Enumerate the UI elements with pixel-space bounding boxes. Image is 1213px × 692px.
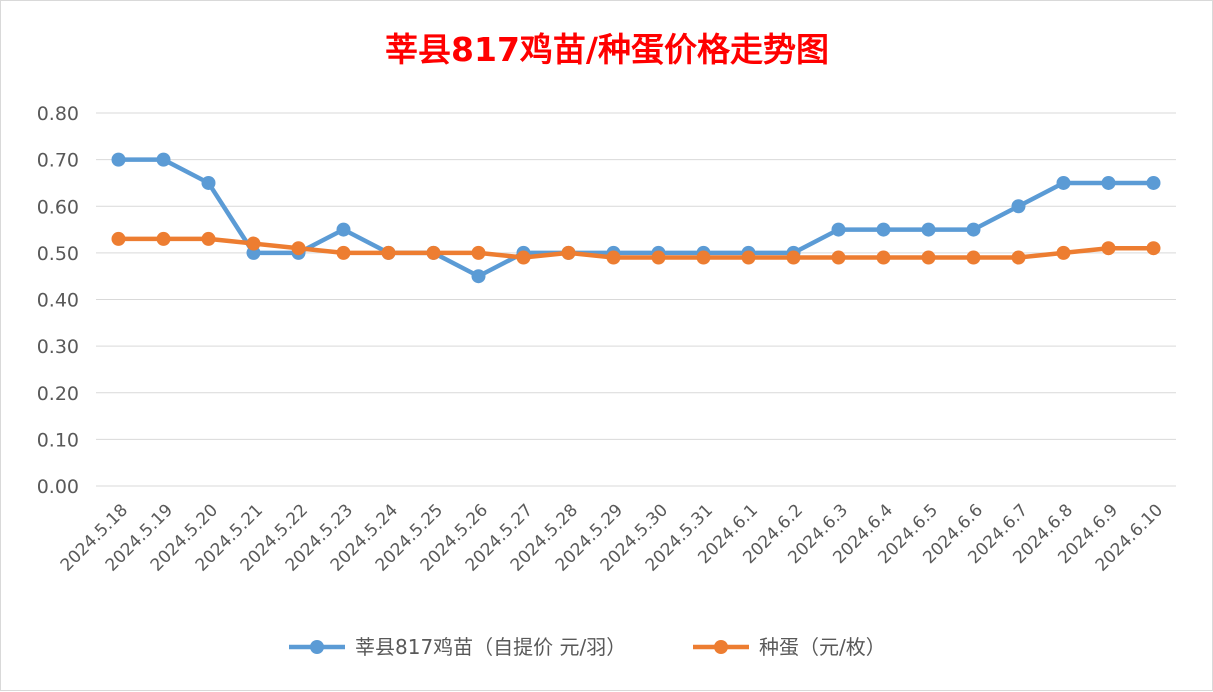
data-point[interactable] bbox=[336, 245, 351, 260]
data-point[interactable] bbox=[426, 245, 441, 260]
series-1 bbox=[111, 152, 1161, 284]
legend[interactable]: 莘县817鸡苗（自提价 元/羽） 种蛋（元/枚） bbox=[289, 635, 886, 659]
legend-label: 莘县817鸡苗（自提价 元/羽） bbox=[355, 635, 626, 659]
data-point[interactable] bbox=[1056, 245, 1071, 260]
data-point[interactable] bbox=[471, 269, 486, 284]
gridlines bbox=[96, 112, 1176, 487]
data-point[interactable] bbox=[381, 245, 396, 260]
data-point[interactable] bbox=[111, 152, 126, 167]
data-point[interactable] bbox=[291, 241, 306, 256]
series-line bbox=[116, 157, 1156, 279]
data-point[interactable] bbox=[336, 222, 351, 237]
data-point[interactable] bbox=[831, 250, 846, 265]
y-tick-label: 0.80 bbox=[37, 103, 79, 125]
data-point[interactable] bbox=[741, 250, 756, 265]
legend-marker-icon bbox=[310, 640, 324, 654]
data-point[interactable] bbox=[921, 222, 936, 237]
data-point[interactable] bbox=[606, 250, 621, 265]
y-axis-ticks: 0.00 0.10 0.20 0.30 0.40 0.50 0.60 0.70 0.80 bbox=[37, 103, 79, 498]
y-tick-label: 0.60 bbox=[37, 196, 79, 218]
y-tick-label: 0.20 bbox=[37, 383, 79, 405]
legend-item[interactable]: 种蛋（元/枚） bbox=[693, 635, 886, 659]
data-point[interactable] bbox=[1146, 241, 1161, 256]
data-point[interactable] bbox=[201, 231, 216, 246]
data-point[interactable] bbox=[1056, 175, 1071, 190]
y-tick-label: 0.70 bbox=[37, 150, 79, 172]
data-point[interactable] bbox=[651, 250, 666, 265]
x-axis-ticks: 2024.5.182024.5.192024.5.202024.5.212024… bbox=[57, 500, 1167, 575]
data-point[interactable] bbox=[111, 231, 126, 246]
data-point[interactable] bbox=[1101, 241, 1116, 256]
data-point[interactable] bbox=[1011, 199, 1026, 214]
series-line bbox=[116, 236, 1156, 260]
data-point[interactable] bbox=[1011, 250, 1026, 265]
data-point[interactable] bbox=[156, 152, 171, 167]
legend-item[interactable]: 莘县817鸡苗（自提价 元/羽） bbox=[289, 635, 626, 659]
y-tick-label: 0.40 bbox=[37, 290, 79, 312]
y-tick-label: 0.00 bbox=[37, 476, 79, 498]
data-point[interactable] bbox=[156, 231, 171, 246]
data-point[interactable] bbox=[966, 250, 981, 265]
data-point[interactable] bbox=[516, 250, 531, 265]
series-2 bbox=[111, 231, 1161, 265]
data-point[interactable] bbox=[1101, 175, 1116, 190]
series-layer bbox=[111, 152, 1161, 284]
data-point[interactable] bbox=[831, 222, 846, 237]
legend-label: 种蛋（元/枚） bbox=[759, 635, 886, 659]
y-tick-label: 0.50 bbox=[37, 243, 79, 265]
legend-marker-icon bbox=[714, 640, 728, 654]
y-tick-label: 0.30 bbox=[37, 336, 79, 358]
data-point[interactable] bbox=[1146, 175, 1161, 190]
data-point[interactable] bbox=[876, 250, 891, 265]
data-point[interactable] bbox=[246, 236, 261, 251]
data-point[interactable] bbox=[921, 250, 936, 265]
data-point[interactable] bbox=[696, 250, 711, 265]
data-point[interactable] bbox=[876, 222, 891, 237]
data-point[interactable] bbox=[471, 245, 486, 260]
data-point[interactable] bbox=[201, 175, 216, 190]
chart-title: 莘县817鸡苗/种蛋价格走势图 bbox=[385, 30, 829, 69]
data-point[interactable] bbox=[966, 222, 981, 237]
y-tick-label: 0.10 bbox=[37, 429, 79, 451]
data-point[interactable] bbox=[561, 245, 576, 260]
data-point[interactable] bbox=[786, 250, 801, 265]
